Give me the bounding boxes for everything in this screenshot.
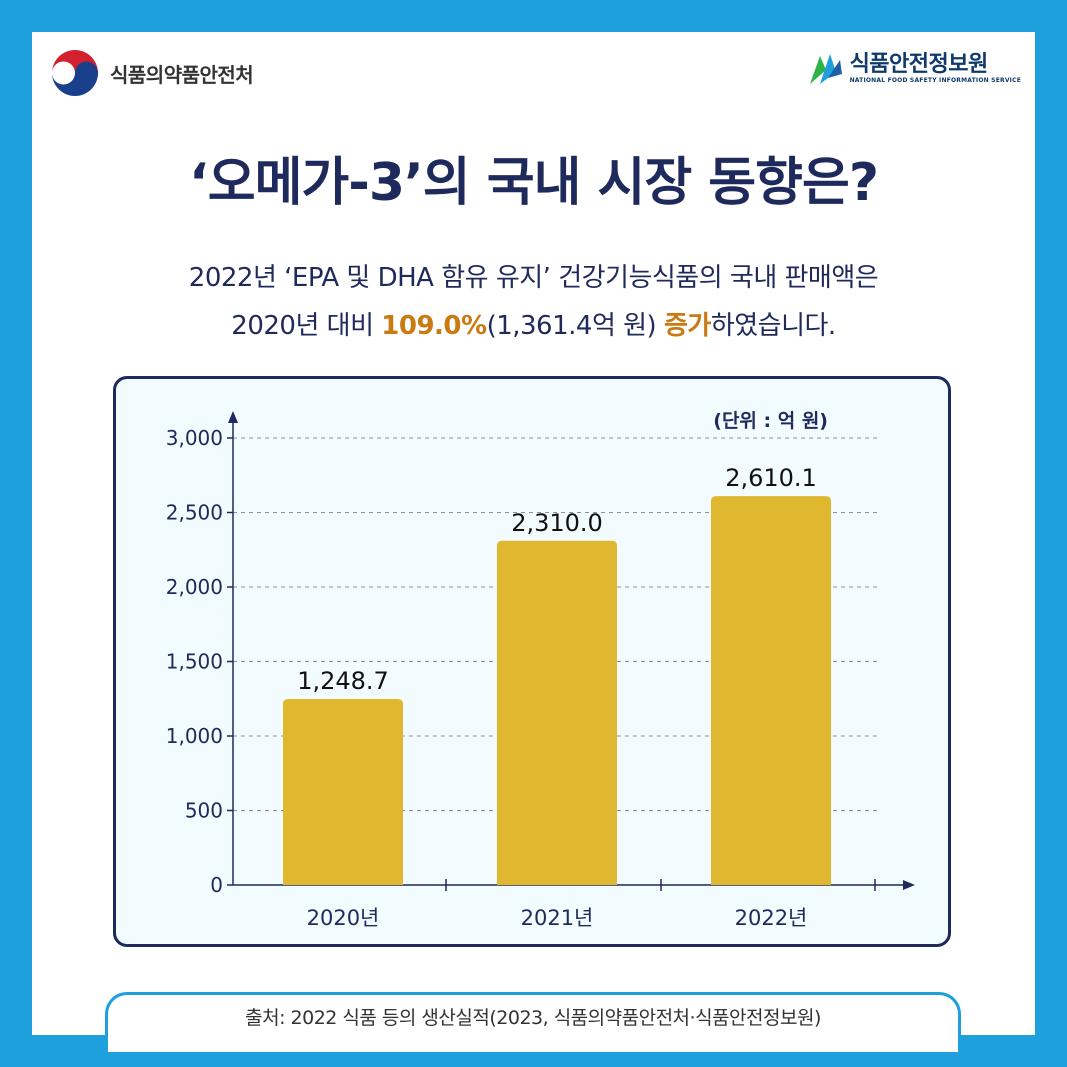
chart-box: 0 500 1,000 1,500 2,000 2,500 3,000 1,248.7 2020… (113, 376, 951, 947)
org-right-subtitle: NATIONAL FOOD SAFETY INFORMATION SERVICE (849, 76, 1021, 84)
bar-value-label: 1,248.7 (297, 667, 389, 695)
nfsi-logo-icon (809, 54, 842, 84)
y-tick-label: 3,000 (166, 426, 223, 450)
x-axis-arrow-icon (903, 880, 915, 890)
header-right: 식품안전정보원 NATIONAL FOOD SAFETY INFORMATION… (806, 48, 1021, 88)
x-tick-label: 2021년 (521, 906, 594, 930)
y-tick-label: 1,500 (166, 650, 223, 674)
subtitle-text-c: 하였습니다. (710, 311, 836, 341)
bar-2021년 (497, 540, 617, 885)
y-tick-label: 0 (210, 873, 223, 897)
org-left-name: 식품의약품안전처 (110, 62, 254, 87)
y-tick-label: 2,500 (166, 501, 223, 525)
y-tick-label: 2,000 (166, 575, 223, 599)
y-axis-arrow-icon (228, 411, 238, 423)
y-tick-label: 1,000 (166, 724, 223, 748)
header-left: 식품의약품안전처 (50, 48, 254, 98)
bar-2020년 (283, 698, 403, 885)
government-emblem-icon (52, 50, 98, 96)
bar-2022년 (711, 496, 831, 885)
subtitle-text-b: (1,361.4억 원) (486, 311, 664, 341)
y-tick-label: 500 (185, 799, 223, 823)
infographic-card: 식품의약품안전처 식품안전정보원 NATIONAL FOOD SAFETY IN… (32, 32, 1035, 1052)
subtitle-percent: 109.0% (381, 311, 487, 341)
subtitle-text-a: 2020년 대비 (231, 311, 382, 341)
source-note: 출처: 2022 식품 등의 생산실적(2023, 식품의약품안전처·식품안전정… (105, 992, 961, 1052)
page-title: ‘오메가-3’의 국내 시장 동향은? (189, 153, 879, 213)
page-subtitle: 2022년 ‘EPA 및 DHA 함유 유지’ 건강기능식품의 국내 판매액은 … (32, 254, 1035, 350)
x-tick-label: 2022년 (735, 906, 808, 930)
subtitle-line-1: 2022년 ‘EPA 및 DHA 함유 유지’ 건강기능식품의 국내 판매액은 (188, 263, 879, 293)
bar-chart: 0 500 1,000 1,500 2,000 2,500 3,000 1,248.7 2020… (166, 410, 915, 930)
x-tick-label: 2020년 (307, 906, 380, 930)
unit-label: (단위 : 억 원) (713, 410, 828, 432)
bar-value-label: 2,610.1 (725, 464, 817, 492)
org-right-name: 식품안전정보원 (849, 51, 989, 77)
bar-value-label: 2,310.0 (511, 509, 603, 537)
subtitle-line-2: 2020년 대비 109.0%(1,361.4억 원) 증가하였습니다. (32, 302, 1035, 350)
subtitle-increase: 증가 (663, 311, 711, 341)
